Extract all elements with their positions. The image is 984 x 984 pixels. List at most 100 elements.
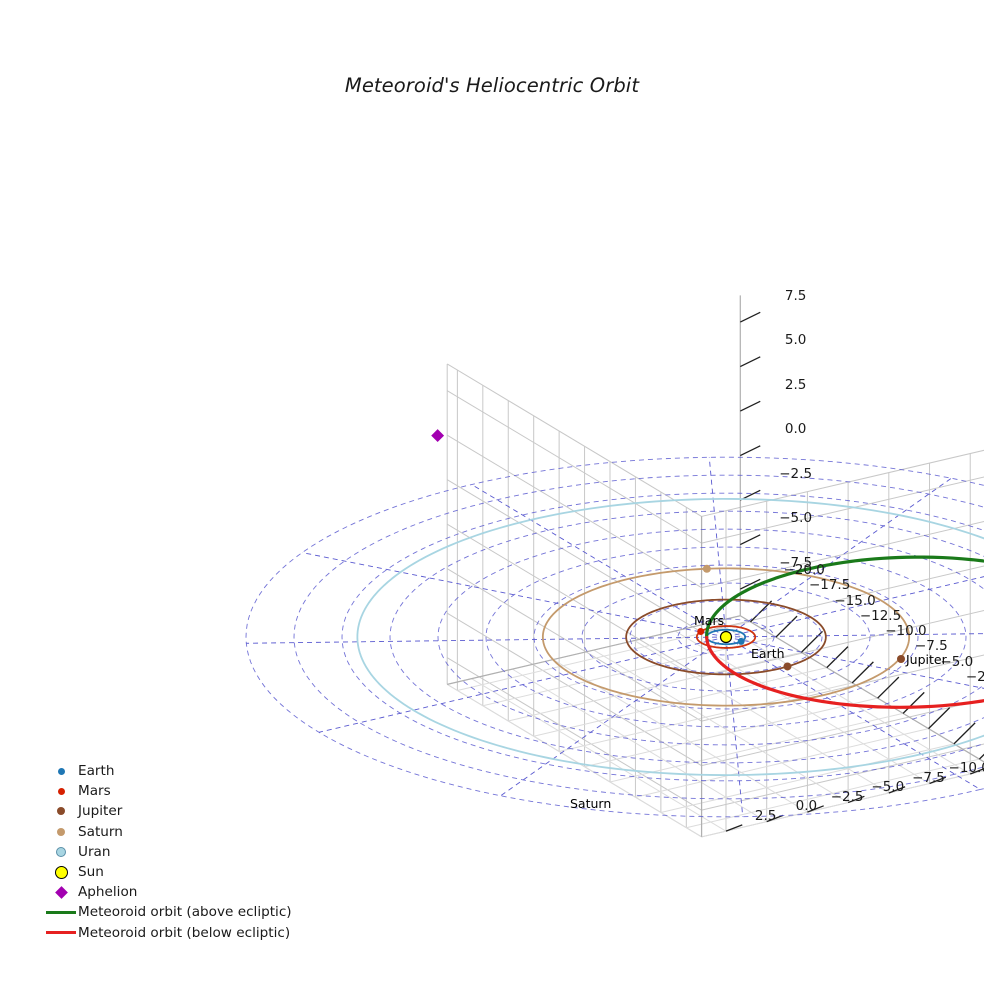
legend-marker-circle-icon bbox=[44, 767, 78, 775]
legend-line-swatch bbox=[46, 911, 76, 914]
z-tick-label: 0.0 bbox=[784, 421, 807, 438]
z-tick-label: −2.5 bbox=[779, 465, 813, 482]
meteoroid-orbit bbox=[705, 555, 984, 709]
x-tick-label: −5.0 bbox=[940, 653, 974, 670]
polar-grid-ray bbox=[725, 477, 952, 638]
legend-item-saturn[interactable]: Saturn bbox=[44, 822, 292, 842]
y-tick-label: 2.5 bbox=[754, 807, 777, 824]
legend-label: Earth bbox=[78, 763, 115, 780]
x-tick bbox=[750, 600, 773, 623]
orbit-path-jupiter bbox=[625, 598, 827, 676]
floor-grid-y bbox=[512, 668, 767, 823]
floor-grid-y bbox=[552, 659, 808, 813]
legend-label: Uran bbox=[78, 843, 111, 860]
wall-grid-z bbox=[446, 657, 702, 811]
z-tick bbox=[740, 400, 761, 412]
planet-orbits bbox=[356, 498, 984, 776]
legend-marker-circle-icon bbox=[44, 787, 78, 795]
legend-item-mars[interactable]: Mars bbox=[44, 781, 292, 801]
y-tick-label: −5.0 bbox=[871, 779, 905, 796]
legend-item-meteoroid-orbit-above-ecliptic[interactable]: Meteoroid orbit (above ecliptic) bbox=[44, 902, 292, 922]
orbit-path-mars bbox=[695, 625, 757, 649]
planet-marker-mars bbox=[697, 628, 705, 636]
body-label-earth: Earth bbox=[751, 646, 785, 661]
legend-label: Jupiter bbox=[78, 803, 123, 820]
wall-grid-z2 bbox=[701, 699, 984, 767]
y-tick bbox=[847, 795, 865, 804]
meteoroid-orbit-above-ecliptic bbox=[705, 555, 984, 640]
polar-grid-ray bbox=[725, 576, 984, 638]
sun-marker bbox=[719, 630, 733, 644]
z-tick bbox=[740, 534, 761, 546]
planet-marker-jupiter bbox=[783, 662, 792, 671]
x-tick bbox=[978, 753, 984, 760]
legend-dot-swatch bbox=[57, 787, 65, 795]
x-tick-label: −7.5 bbox=[914, 638, 948, 655]
polar-grid-circle bbox=[293, 474, 984, 800]
polar-grid-ray bbox=[725, 636, 981, 790]
z-tick bbox=[740, 578, 761, 590]
y-tick bbox=[725, 824, 743, 832]
legend-marker-line-icon bbox=[44, 911, 78, 914]
legend-label: Aphelion bbox=[78, 884, 138, 901]
wall-grid-z bbox=[446, 390, 702, 544]
x-tick bbox=[800, 630, 823, 653]
x-tick-label: −17.5 bbox=[808, 577, 851, 594]
y-tick-label: 0.0 bbox=[795, 798, 818, 815]
legend-label: Saturn bbox=[78, 823, 123, 840]
legend-label: Sun bbox=[78, 864, 104, 881]
y-tick bbox=[929, 776, 947, 785]
axes-floor bbox=[446, 615, 984, 838]
floor-grid-y bbox=[446, 683, 702, 838]
y-tick-label: −2.5 bbox=[830, 788, 864, 805]
polar-grid bbox=[245, 456, 984, 818]
polar-grid-ray bbox=[246, 636, 727, 644]
x-tick bbox=[928, 707, 951, 730]
legend-marker-circle-icon bbox=[44, 807, 78, 816]
legend-line-swatch bbox=[46, 931, 76, 934]
legend-marker-line-icon bbox=[44, 931, 78, 934]
polar-grid-ray bbox=[725, 633, 984, 638]
legend-item-uran[interactable]: Uran bbox=[44, 842, 292, 862]
y-tick bbox=[888, 786, 906, 794]
plot-title: Meteoroid's Heliocentric Orbit bbox=[344, 74, 640, 97]
floor-grid-y bbox=[634, 640, 890, 794]
x-tick-label: −20.0 bbox=[783, 562, 825, 579]
x-tick bbox=[877, 676, 900, 699]
x-tick bbox=[775, 615, 798, 638]
z-tick-label: −5.0 bbox=[779, 510, 813, 527]
legend-item-jupiter[interactable]: Jupiter bbox=[44, 801, 292, 821]
legend-dot-swatch bbox=[56, 846, 66, 857]
wall-grid-z bbox=[446, 612, 702, 767]
legend-item-meteoroid-orbit-below-ecliptic[interactable]: Meteoroid orbit (below ecliptic) bbox=[44, 923, 292, 943]
meteoroid-orbit-below-ecliptic bbox=[705, 635, 984, 709]
z-tick-label: −7.5 bbox=[779, 554, 813, 571]
x-tick bbox=[953, 722, 976, 745]
plot-legend: Earth Mars Jupiter Saturn Uran Sun Aphelion Met… bbox=[44, 761, 292, 943]
planet-marker-saturn bbox=[702, 564, 711, 573]
z-tick-label: 7.5 bbox=[784, 287, 807, 304]
x-tick bbox=[902, 691, 925, 714]
legend-marker-circle-icon bbox=[44, 865, 78, 879]
planet-marker-jupiter-edge bbox=[897, 655, 905, 663]
body-label-jupiter: Jupiter bbox=[906, 652, 947, 667]
z-tick bbox=[740, 311, 761, 323]
legend-label: Meteoroid orbit (above ecliptic) bbox=[78, 904, 292, 921]
wall-grid-z2 bbox=[701, 610, 984, 678]
legend-item-aphelion[interactable]: Aphelion bbox=[44, 882, 292, 902]
wall-grid-z2 bbox=[701, 476, 984, 544]
y-tick-label: −7.5 bbox=[912, 769, 945, 786]
legend-dot-swatch bbox=[57, 767, 65, 775]
z-tick-label: 5.0 bbox=[784, 332, 807, 348]
legend-item-sun[interactable]: Sun bbox=[44, 862, 292, 882]
legend-marker-circle-icon bbox=[44, 827, 78, 836]
legend-item-earth[interactable]: Earth bbox=[44, 761, 292, 781]
polar-grid-ray bbox=[725, 636, 744, 817]
orbit-path-uran bbox=[356, 498, 984, 776]
polar-grid-ray bbox=[725, 636, 984, 689]
x-tick-label: −15.0 bbox=[834, 592, 876, 609]
polar-grid-circle bbox=[629, 600, 823, 674]
axis-edge-x-front bbox=[739, 615, 984, 763]
wall-grid-z bbox=[446, 568, 702, 722]
legend-dot-swatch bbox=[57, 827, 65, 836]
